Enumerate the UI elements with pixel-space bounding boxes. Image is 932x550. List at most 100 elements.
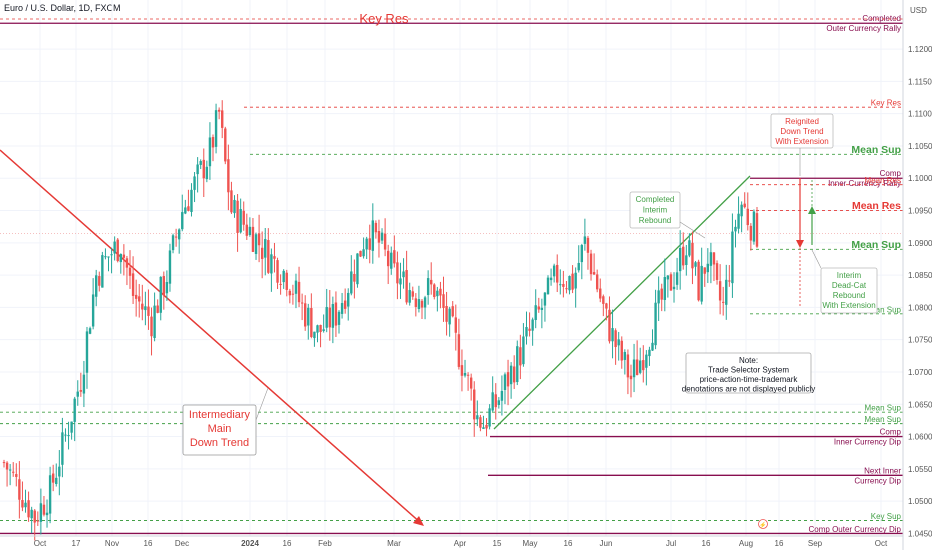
y-tick-label: 1.04500 [908,529,932,538]
candle-body [657,290,660,304]
candle-body [586,237,590,253]
candle-body [448,308,451,325]
candle-body [678,247,682,272]
candle-body [463,372,467,376]
y-tick-label: 1.06000 [908,433,932,442]
y-tick-label: 1.07500 [908,336,932,345]
x-tick-label: Feb [318,539,332,548]
candle-body [675,272,679,285]
candle-body [150,316,153,337]
candle-body [101,255,104,288]
candle-body [731,231,734,284]
x-tick-label: 16 [702,539,711,548]
candle-body [15,474,18,477]
main-down-trend-line [0,149,423,525]
candle-body [718,281,722,301]
candle-body [645,354,648,368]
note-annotation-text: Note: [739,356,758,365]
candle-body [577,262,580,271]
candle-body [433,284,436,297]
candle-body [267,240,270,273]
price-axis-panel [903,0,932,550]
candle-body [629,375,633,380]
candle-body [257,233,261,246]
candle-body [592,272,596,275]
candle-body [451,306,454,317]
candle-body [21,500,24,508]
interim-dcb-annotation-text: Rebound [833,291,865,300]
candle-body [749,225,753,241]
y-tick-label: 1.10500 [908,142,932,151]
candle-body [543,292,547,306]
candle-body [199,161,202,165]
candle-body [414,298,418,307]
candle-body [64,434,67,436]
candle-body [347,292,350,307]
candle-body [430,279,433,285]
reignited-annotation-text: Down Trend [780,127,823,136]
candle-body [205,166,209,180]
note-annotation-text: Trade Selector System [708,366,789,375]
candle-body [457,334,461,367]
candle-body [436,290,439,297]
y-tick-label: 1.10000 [908,174,932,183]
candle-body [116,239,119,262]
candle-body [156,305,159,313]
candle-body [519,347,522,366]
candle-body [159,276,162,313]
candle-body [319,324,322,333]
y-tick-label: 1.06500 [908,400,932,409]
candle-body [635,359,639,376]
level-label: Next Inner [864,466,901,475]
dcb-arrowhead [808,206,816,214]
candle-body [27,500,30,518]
candle-body [365,238,368,250]
candle-body [426,278,430,296]
candle-body [703,267,706,274]
candle-body [725,279,728,305]
candle-body [599,288,602,299]
candle-body [165,282,169,294]
candle-body [70,421,73,433]
candle-body [445,306,448,322]
candle-body [107,256,110,258]
candle-body [73,398,76,422]
candle-body [30,509,33,519]
candle-body [482,427,485,429]
candle-body [144,306,147,311]
candle-body [85,331,89,373]
reignited-arrowhead [796,240,804,248]
candle-body [224,128,227,162]
candle-body [509,365,513,385]
candle-body [214,110,218,147]
y-tick-label: 1.11500 [908,77,932,86]
candle-body [605,303,608,309]
reignited-annotation-text: With Extension [775,137,828,146]
intermediary-annotation-text: Down Trend [190,437,249,449]
candle-body [540,307,544,310]
candle-body [534,305,537,321]
candle-body [171,235,175,251]
candle-body [549,277,553,281]
candle-body [611,328,614,342]
candle-body [491,392,494,411]
level-label: Currency Dip [854,476,901,485]
rebound-trend-line [493,175,751,430]
candle-body [377,230,381,243]
candle-body [516,346,519,383]
symbol-title: Euro / U.S. Dollar, 1D, FXCM [4,3,121,13]
candle-body [632,359,636,378]
candle-body [8,469,12,471]
candle-body [122,254,126,258]
candle-body [528,328,531,331]
candle-body [660,288,663,300]
candle-body [141,303,144,310]
candle-body [239,209,242,233]
candle-body [439,288,442,296]
candle-body [651,342,654,351]
candle-body [648,349,651,357]
candle-body [383,233,387,250]
candle-body [291,293,295,295]
